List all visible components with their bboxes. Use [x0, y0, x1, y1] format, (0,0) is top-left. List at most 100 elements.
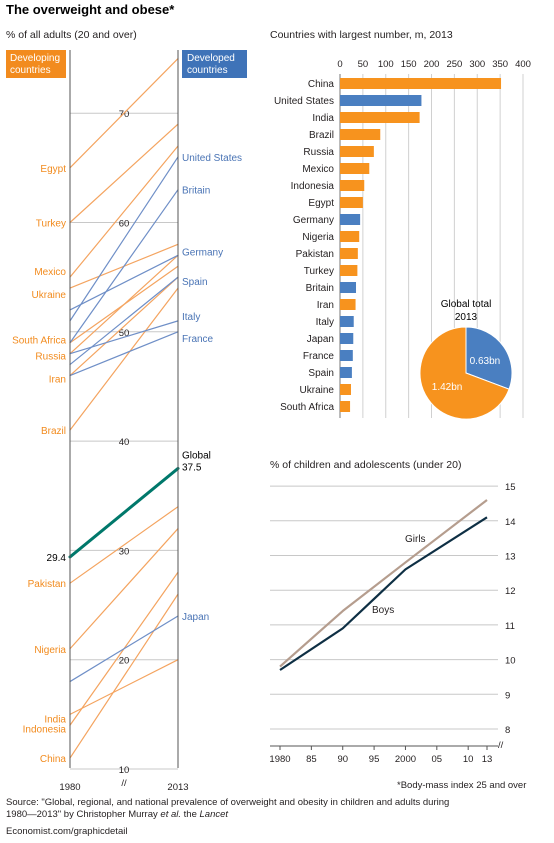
child-y-tick-12: 12	[505, 586, 516, 597]
child-y-tick-8: 8	[505, 725, 510, 736]
child-x-tick-1980: 1980	[269, 754, 290, 765]
bar-label-iran: Iran	[317, 300, 334, 311]
child-x-tick-1985: 85	[306, 754, 317, 765]
figure-title: The overweight and obese*	[6, 2, 175, 17]
slope-series-lines	[68, 57, 180, 759]
bar-chart-title: Countries with largest number, m, 2013	[270, 29, 453, 41]
slope-label-france: France	[182, 334, 214, 345]
children-chart-title: % of children and adolescents (under 20)	[270, 459, 461, 471]
axis-break-mark: //	[121, 778, 127, 789]
bar-germany	[340, 214, 361, 225]
bar-ukraine	[340, 384, 351, 395]
bar-label-south-africa: South Africa	[280, 402, 334, 413]
source-line1: Source: "Global, regional, and national …	[6, 797, 449, 808]
bar-label-japan: Japan	[307, 334, 334, 345]
bar-x-tick-200: 200	[424, 59, 440, 70]
slope-gridlines: 10 20 30 40 50 60 70	[70, 109, 178, 776]
slope-y-tick-40: 40	[119, 437, 130, 448]
bar-label-russia: Russia	[303, 147, 334, 158]
slope-label-indonesia: Indonesia	[23, 724, 67, 735]
footnote: *Body-mass index 25 and over	[397, 780, 526, 791]
bar-x-tick-400: 400	[515, 59, 531, 70]
bar-label-united-states: United States	[274, 96, 334, 107]
slope-label-ukraine: Ukraine	[32, 290, 67, 301]
credit: Economist.com/graphicdetail	[6, 826, 127, 837]
bar-russia	[340, 146, 374, 157]
source-line2-b: et al.	[160, 809, 181, 820]
slope-label-russia: Russia	[35, 352, 66, 363]
bar-france	[340, 350, 353, 361]
child-y-tick-13: 13	[505, 552, 516, 563]
slope-x-label-1980: 1980	[59, 782, 80, 793]
bar-x-tick-250: 250	[446, 59, 462, 70]
bar-label-ukraine: Ukraine	[300, 385, 335, 396]
children-series: Girls Boys	[279, 499, 488, 671]
slope-line-nigeria	[69, 527, 179, 650]
source-line2: 1980—2013" by Christopher Murray et al. …	[6, 809, 228, 820]
source-line2-a: 1980—2013" by Christopher Murray	[6, 809, 160, 820]
global-end-value: 37.5	[182, 462, 202, 473]
developed-header-line1: Developed	[187, 53, 235, 64]
slope-y-tick-70: 70	[119, 109, 130, 120]
slope-label-nigeria: Nigeria	[34, 645, 66, 656]
bar-label-italy: Italy	[316, 317, 334, 328]
child-x-tick-2005: 05	[432, 754, 443, 765]
slope-label-united-states: United States	[182, 153, 242, 164]
bar-south-africa	[340, 401, 351, 412]
developed-header-box	[182, 50, 247, 78]
slope-label-mexico: Mexico	[34, 267, 66, 278]
bar-x-tick-100: 100	[378, 59, 394, 70]
adults-chart-title: % of all adults (20 and over)	[6, 29, 137, 41]
slope-x-label-2013: 2013	[167, 782, 188, 793]
pie-slice-developed	[465, 326, 513, 390]
slope-label-germany: Germany	[182, 247, 223, 258]
child-y-tick-10: 10	[505, 656, 516, 667]
slope-label-japan: Japan	[182, 612, 209, 623]
developed-header-line2: countries	[187, 65, 228, 76]
bar-label-france: France	[303, 351, 335, 362]
slope-y-tick-20: 20	[119, 656, 130, 667]
bar-label-egypt: Egypt	[308, 198, 334, 209]
adults-slope-chart: % of all adults (20 and over) Developing…	[6, 29, 247, 793]
slope-label-pakistan: Pakistan	[28, 579, 66, 590]
slope-line-pakistan	[69, 506, 179, 584]
bar-x-tick-150: 150	[401, 59, 417, 70]
slope-line-france	[69, 331, 179, 377]
bar-united-states	[340, 95, 422, 106]
bar-label-britain: Britain	[306, 283, 334, 294]
bar-iran	[340, 299, 356, 310]
slope-series-labels: Egypt Turkey Mexico Ukraine South Africa Russ…	[12, 153, 242, 765]
child-x-tick-2010: 10	[463, 754, 474, 765]
slope-line-united-states	[69, 156, 179, 322]
global-total-pie: Global total 2013 0.63bn 1.42bn	[419, 299, 513, 420]
slope-line-germany	[69, 254, 179, 311]
bar-x-tick-0: 0	[337, 59, 342, 70]
bar-series: China United States India Brazil Russia Mexic…	[274, 78, 502, 413]
child-x-tick-2013: 13	[482, 754, 493, 765]
child-line-girls	[279, 499, 488, 668]
y-axis-break-mark: //	[498, 740, 504, 751]
slope-y-tick-50: 50	[119, 328, 130, 339]
global-end-label: Global	[182, 450, 211, 461]
bar-spain	[340, 367, 352, 378]
bar-label-mexico: Mexico	[302, 164, 334, 175]
slope-line-japan	[69, 615, 179, 683]
slope-label-egypt: Egypt	[40, 164, 66, 175]
bar-x-tick-350: 350	[492, 59, 508, 70]
bar-label-china: China	[308, 79, 335, 90]
children-gridlines: 8 9 10 11 12 13 14 15 1980 85 90 95 2000 05 10 13	[269, 482, 515, 765]
bar-x-tick-300: 300	[469, 59, 485, 70]
slope-line-egypt	[69, 57, 179, 169]
developing-header-line1: Developing	[10, 53, 60, 64]
developing-header-line2: countries	[10, 65, 51, 76]
bar-japan	[340, 333, 354, 344]
source-line2-d: Lancet	[200, 809, 229, 820]
countries-bar-chart: Countries with largest number, m, 2013 0…	[270, 29, 531, 418]
child-label-girls: Girls	[405, 534, 426, 545]
bar-egypt	[340, 197, 363, 208]
bar-britain	[340, 282, 357, 293]
slope-y-tick-10: 10	[119, 765, 130, 776]
slope-label-spain: Spain	[182, 277, 208, 288]
child-x-tick-2000: 2000	[395, 754, 416, 765]
